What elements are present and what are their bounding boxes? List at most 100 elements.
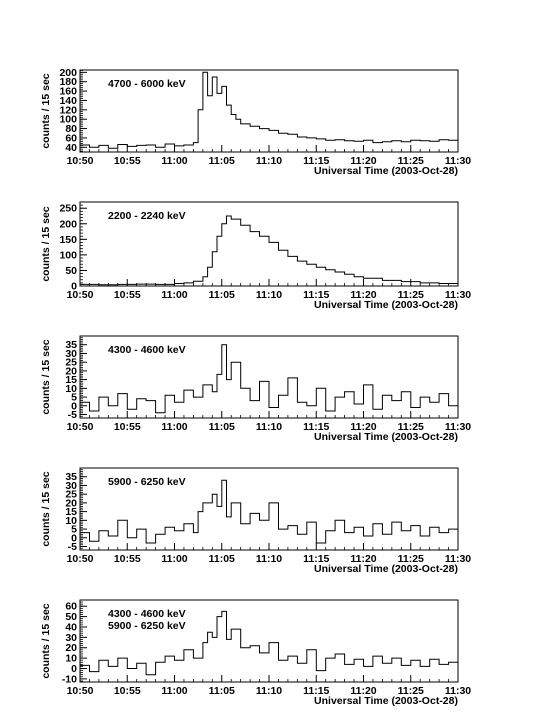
y-tick-label: 100 [59,114,77,126]
x-tick-label: 11:00 [161,553,187,565]
x-axis-label: Universal Time (2003-Oct-28) [314,431,458,443]
y-tick-label: 20 [65,642,77,654]
y-tick-label: 35 [65,471,77,483]
y-tick-label: 150 [59,234,77,246]
x-tick-label: 11:15 [303,685,329,697]
y-axis-label: counts / 15 sec [40,339,52,414]
x-tick-label: 11:20 [350,685,376,697]
count-histogram-line [80,215,459,286]
y-tick-label: 0 [71,281,77,293]
y-tick-label: 60 [65,601,77,613]
count-histogram-line [80,610,459,676]
y-tick-label: 0 [71,532,77,544]
x-tick-label: 10:50 [67,155,94,167]
y-tick-label: 200 [59,218,77,230]
energy-band-label: 4300 - 4600 keV [108,608,186,620]
x-tick-label: 10:55 [114,553,141,565]
y-tick-label: -5 [68,409,77,421]
y-tick-label: 40 [65,142,77,154]
y-tick-label: 200 [59,67,77,79]
x-tick-label: 11:30 [445,421,471,433]
x-tick-label: 11:30 [445,155,471,167]
x-tick-label: 10:55 [114,685,141,697]
y-tick-label: 250 [59,203,77,215]
energy-band-label: 5900 - 6250 keV [108,476,186,488]
y-tick-label: 5 [71,392,77,404]
y-tick-label: 160 [59,86,77,98]
y-tick-label: 100 [59,249,77,261]
x-tick-label: 11:10 [256,155,282,167]
y-tick-label: 30 [65,632,77,644]
x-tick-label: 10:50 [67,289,94,301]
y-axis-label: counts / 15 sec [40,471,52,546]
x-tick-label: 10:55 [114,289,141,301]
y-tick-label: 50 [65,611,77,623]
x-tick-label: 10:55 [114,155,141,167]
y-tick-label: 5 [71,524,77,536]
x-tick-label: 11:15 [303,155,329,167]
y-tick-label: 120 [59,104,77,116]
x-tick-label: 11:15 [303,421,329,433]
y-axis-label: counts / 15 sec [40,206,52,281]
x-tick-label: 11:05 [209,421,235,433]
y-tick-label: -5 [68,541,77,553]
x-tick-label: 11:05 [209,155,235,167]
y-tick-label: 0 [71,400,77,412]
energy-band-label: 4300 - 4600 keV [108,344,186,356]
y-tick-label: 35 [65,339,77,351]
energy-band-label: 2200 - 2240 keV [108,210,186,222]
x-tick-label: 11:00 [161,155,187,167]
x-tick-label: 11:25 [398,553,424,565]
x-tick-label: 11:05 [209,685,235,697]
x-axis-label: Universal Time (2003-Oct-28) [314,695,458,707]
x-tick-label: 10:55 [114,421,141,433]
x-tick-label: 11:30 [445,289,471,301]
x-tick-label: 11:10 [256,289,282,301]
x-tick-label: 11:20 [350,553,376,565]
y-tick-label: 15 [65,506,77,518]
x-tick-label: 11:25 [398,421,424,433]
y-tick-label: 30 [65,480,77,492]
y-axis-label: counts / 15 sec [40,603,52,678]
x-tick-label: 11:10 [256,685,282,697]
x-tick-label: 10:50 [67,421,94,433]
x-tick-label: 11:00 [161,421,187,433]
x-tick-label: 11:10 [256,421,282,433]
x-tick-label: 11:20 [350,289,376,301]
x-tick-label: 11:15 [303,289,329,301]
x-tick-label: 11:00 [161,289,187,301]
energy-band-label: 4700 - 6000 keV [108,78,186,90]
y-tick-label: 10 [65,515,77,527]
y-tick-label: 40 [65,621,77,633]
x-tick-label: 11:20 [350,421,376,433]
x-tick-label: 11:00 [161,685,187,697]
energy-band-label: 5900 - 6250 keV [108,620,186,632]
x-axis-label: Universal Time (2003-Oct-28) [314,299,458,311]
x-axis-label: Universal Time (2003-Oct-28) [314,563,458,575]
x-tick-label: 11:25 [398,289,424,301]
x-tick-label: 11:15 [303,553,329,565]
x-tick-label: 11:30 [445,553,471,565]
y-tick-label: -10 [62,673,77,685]
count-histogram-line [80,479,459,544]
x-tick-label: 11:05 [209,289,235,301]
y-tick-label: 20 [65,497,77,509]
x-tick-label: 11:30 [445,685,471,697]
y-tick-label: 0 [71,663,77,675]
y-tick-label: 10 [65,653,77,665]
y-tick-label: 60 [65,132,77,144]
x-tick-label: 10:50 [67,553,94,565]
y-tick-label: 50 [65,265,77,277]
x-tick-label: 11:10 [256,553,282,565]
panel-2: 0 50 100 150 200 250 10:50 10:55 11:00 11:05 11:10… [40,201,471,311]
y-tick-label: 25 [65,357,77,369]
x-tick-label: 11:05 [209,553,235,565]
x-tick-label: 10:50 [67,685,94,697]
x-tick-label: 11:25 [398,155,424,167]
y-tick-label: 20 [65,365,77,377]
